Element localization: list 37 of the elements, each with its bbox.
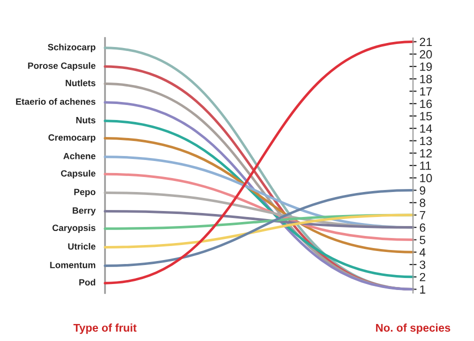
series-label: Nuts <box>76 117 96 124</box>
y2-tick-label: 16 <box>420 100 432 108</box>
series-label: Cremocarp <box>48 134 96 142</box>
series-label: Pod <box>79 278 96 286</box>
y2-tick-label: 11 <box>420 162 431 170</box>
y2-tick-label: 5 <box>420 236 426 244</box>
y2-tick-label: 4 <box>420 248 426 256</box>
y2-tick-label: 2 <box>420 272 426 282</box>
series-label: Schizocarp <box>48 44 96 52</box>
y2-tick-label: 1 <box>420 285 426 294</box>
series-label: Berry <box>72 207 96 216</box>
x-tick-label: No. of species <box>376 324 450 334</box>
y2-tick-label: 20 <box>420 50 432 58</box>
y2-tick-label: 7 <box>420 211 426 220</box>
series-label: Lomentum <box>50 262 96 268</box>
y2-tick-label: 18 <box>420 74 432 84</box>
y2-tick-label: 15 <box>420 112 432 120</box>
y2-tick-label: 9 <box>420 186 426 195</box>
series-label: Achene <box>63 152 96 160</box>
series-label: Caryopsis <box>52 224 96 233</box>
y2-tick-label: 19 <box>420 62 432 71</box>
y2-tick-label: 13 <box>420 136 432 146</box>
series-label: Etaerio of achenes <box>16 98 96 105</box>
y2-tick-label: 17 <box>420 87 432 96</box>
y2-tick-label: 8 <box>420 198 426 208</box>
y2-tick-label: 3 <box>420 260 426 269</box>
x-tick-label: Type of fruit <box>73 324 137 334</box>
series-label: Utricle <box>68 242 96 250</box>
y2-tick-label: 12 <box>420 149 432 158</box>
series-label: Capsule <box>61 170 96 178</box>
series-label: Pepo <box>74 188 96 197</box>
y2-tick-label: 6 <box>420 223 426 232</box>
y2-tick-label: 14 <box>420 124 432 133</box>
y2-tick-label: 10 <box>420 174 432 182</box>
series-label: Nutlets <box>66 80 96 86</box>
series-label: Porose Capsule <box>28 62 96 71</box>
y2-tick-label: 21 <box>420 38 432 46</box>
